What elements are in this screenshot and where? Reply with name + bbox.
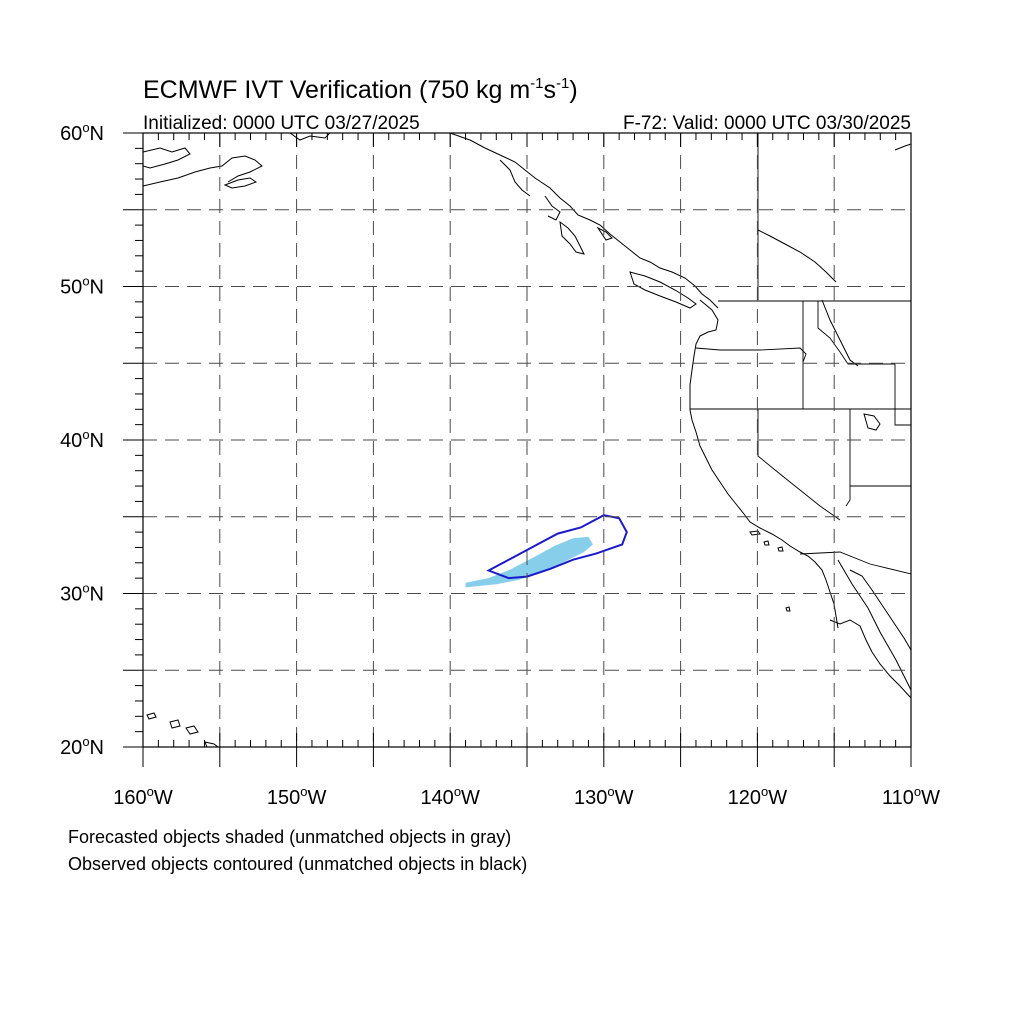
footnote-observed: Observed objects contoured (unmatched ob… [68, 854, 527, 874]
longitude-labels: 160oW 150oW 140oW 130oW 120oW 110oW [113, 784, 940, 809]
longitude-label: 110oW [882, 784, 940, 809]
coastlines [143, 133, 911, 747]
lat-lon-grid [143, 133, 911, 747]
forecast-object [465, 536, 593, 588]
borders [690, 133, 911, 575]
longitude-label: 150oW [267, 784, 327, 809]
latitude-label: 50oN [60, 274, 104, 299]
latitude-labels: 60oN 50oN 40oN 30oN 20oN [60, 120, 104, 759]
latitude-label: 60oN [60, 120, 104, 145]
axis-ticks [123, 132, 912, 767]
latitude-label: 30oN [60, 581, 104, 606]
latitude-label: 40oN [60, 427, 104, 452]
latitude-label: 20oN [60, 734, 104, 759]
longitude-label: 120oW [728, 784, 788, 809]
longitude-label: 160oW [113, 784, 173, 809]
longitude-label: 130oW [574, 784, 634, 809]
map-title: ECMWF IVT Verification (750 kg m-1s-1) [143, 75, 578, 104]
footnote-forecast: Forecasted objects shaded (unmatched obj… [68, 827, 511, 847]
valid-label: F-72: Valid: 0000 UTC 03/30/2025 [623, 113, 911, 134]
longitude-label: 140oW [420, 784, 480, 809]
initialized-label: Initialized: 0000 UTC 03/27/2025 [143, 113, 420, 134]
map-area [143, 133, 911, 747]
observed-object [486, 514, 628, 580]
